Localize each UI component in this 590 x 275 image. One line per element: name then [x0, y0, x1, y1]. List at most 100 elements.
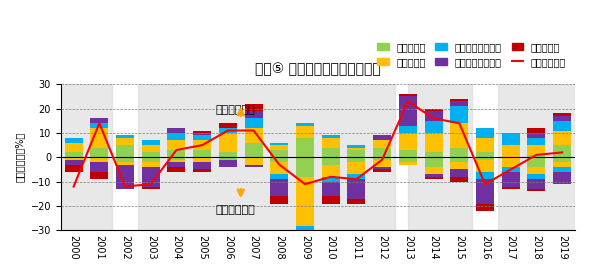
Bar: [193, 133, 211, 135]
Bar: [90, 123, 109, 128]
Bar: [296, 226, 314, 233]
ドル円レート: [430, 117, 437, 120]
Bar: [450, 101, 468, 106]
Bar: [193, 162, 211, 169]
Bar: [476, 172, 494, 179]
Bar: [450, 123, 468, 148]
Bar: [373, 169, 391, 172]
Text: 円安・ドル高: 円安・ドル高: [215, 106, 255, 116]
Bar: [322, 157, 340, 165]
Bar: [450, 148, 468, 157]
Bar: [270, 150, 289, 157]
Bar: [373, 167, 391, 169]
Bar: [116, 157, 134, 162]
Bar: [527, 174, 545, 179]
Bar: [450, 157, 468, 162]
Bar: [527, 155, 545, 157]
Bar: [270, 179, 289, 196]
Bar: [270, 196, 289, 204]
Bar: [348, 157, 365, 162]
Bar: [142, 157, 160, 162]
ドル円レート: [559, 151, 566, 154]
Bar: [553, 114, 571, 116]
Bar: [90, 157, 109, 162]
Bar: [476, 152, 494, 157]
Bar: [168, 140, 185, 150]
Bar: [168, 150, 185, 157]
Bar: [527, 179, 545, 189]
Bar: [348, 162, 365, 174]
ドル円レート: [199, 144, 206, 147]
Bar: [476, 138, 494, 152]
Bar: [168, 133, 185, 140]
Bar: [399, 94, 417, 97]
Bar: [168, 128, 185, 133]
Bar: [399, 150, 417, 157]
Bar: [219, 123, 237, 128]
Bar: [270, 162, 289, 174]
Bar: [450, 162, 468, 169]
Bar: [116, 135, 134, 138]
Bar: [116, 162, 134, 165]
Bar: [425, 157, 442, 167]
Text: 円高・ドル安: 円高・ドル安: [215, 205, 255, 215]
Bar: [245, 111, 263, 118]
Bar: [90, 162, 109, 172]
Bar: [296, 123, 314, 126]
Bar: [373, 140, 391, 148]
ドル円レート: [70, 185, 77, 188]
ドル円レート: [301, 182, 309, 186]
Bar: [425, 109, 442, 111]
Bar: [399, 133, 417, 150]
Bar: [408, 84, 472, 230]
Bar: [296, 233, 314, 245]
ドル円レート: [173, 148, 180, 152]
Bar: [65, 165, 83, 172]
Bar: [399, 162, 417, 165]
Bar: [425, 177, 442, 179]
ドル円レート: [455, 122, 463, 125]
Bar: [245, 104, 263, 111]
Bar: [425, 111, 442, 121]
Bar: [476, 204, 494, 211]
Bar: [142, 162, 160, 167]
Bar: [142, 145, 160, 152]
Bar: [425, 121, 442, 133]
Bar: [322, 182, 340, 196]
Bar: [373, 148, 391, 157]
Bar: [65, 157, 83, 160]
Bar: [142, 140, 160, 145]
Bar: [193, 169, 211, 172]
Bar: [425, 152, 442, 157]
ドル円レート: [481, 182, 489, 186]
ドル円レート: [327, 175, 335, 178]
Bar: [245, 165, 263, 167]
Bar: [116, 138, 134, 145]
Bar: [502, 145, 520, 157]
Bar: [373, 157, 391, 160]
Bar: [450, 169, 468, 177]
Bar: [219, 152, 237, 157]
Bar: [245, 143, 263, 157]
Bar: [450, 177, 468, 182]
Bar: [527, 128, 545, 133]
Bar: [322, 135, 340, 138]
Bar: [116, 165, 134, 189]
Bar: [399, 97, 417, 126]
Bar: [168, 157, 185, 160]
ドル円レート: [379, 158, 386, 161]
Bar: [399, 157, 417, 162]
Bar: [65, 152, 83, 157]
Bar: [553, 172, 571, 184]
ドル円レート: [122, 185, 129, 188]
Bar: [348, 179, 365, 199]
Bar: [322, 138, 340, 148]
Bar: [296, 157, 314, 177]
Legend: その他要因, 購買力平価, マネタリーベース, リスクプレミアム, 実質金利差, ドル円レート: その他要因, 購買力平価, マネタリーベース, リスクプレミアム, 実質金利差,…: [373, 38, 570, 71]
Bar: [425, 167, 442, 174]
Bar: [425, 133, 442, 152]
Bar: [348, 174, 365, 179]
Bar: [527, 145, 545, 155]
Bar: [270, 145, 289, 150]
Bar: [527, 189, 545, 191]
